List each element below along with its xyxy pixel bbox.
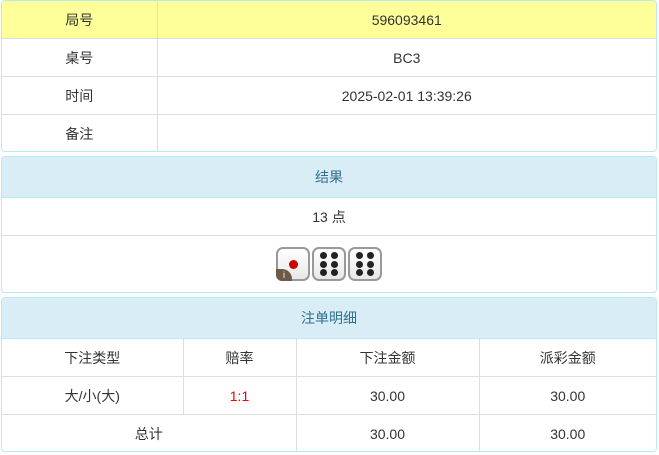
dice-row: i bbox=[2, 235, 656, 292]
die-1-icon: i bbox=[276, 247, 310, 281]
table-row: 桌号 BC3 bbox=[2, 38, 656, 77]
die-pip bbox=[356, 260, 364, 268]
total-amount: 30.00 bbox=[295, 414, 480, 451]
time-value: 2025-02-01 13:39:26 bbox=[156, 76, 656, 115]
die-6-icon bbox=[348, 247, 382, 281]
note-row: 备注 bbox=[2, 114, 656, 151]
die-pip bbox=[356, 252, 364, 260]
die-pip bbox=[320, 268, 328, 276]
die-pip bbox=[330, 252, 338, 260]
die-pip bbox=[366, 260, 374, 268]
die-pip bbox=[330, 268, 338, 276]
table-label: 桌号 bbox=[2, 38, 158, 77]
bet-amount: 30.00 bbox=[295, 376, 480, 415]
die-pip bbox=[330, 260, 338, 268]
header-bet-type: 下注类型 bbox=[2, 339, 184, 377]
die-pip bbox=[288, 259, 298, 269]
result-points: 13 点 bbox=[2, 198, 656, 236]
total-row: 总计 30.00 30.00 bbox=[2, 414, 656, 451]
bet-payout: 30.00 bbox=[478, 376, 656, 415]
bet-odds: 1:1 bbox=[182, 376, 297, 415]
info-icon[interactable]: i bbox=[276, 269, 292, 281]
note-value bbox=[156, 114, 656, 151]
header-odds: 赔率 bbox=[182, 339, 297, 377]
header-payout: 派彩金额 bbox=[478, 339, 656, 377]
header-amount: 下注金额 bbox=[295, 339, 480, 377]
round-value: 596093461 bbox=[156, 1, 656, 39]
die-pip bbox=[366, 268, 374, 276]
table-value: BC3 bbox=[156, 38, 656, 77]
bets-title: 注单明细 bbox=[2, 298, 656, 339]
info-panel: 局号 596093461 桌号 BC3 时间 2025-02-01 13:39:26 … bbox=[1, 0, 657, 152]
die-pip bbox=[366, 252, 374, 260]
die-pip bbox=[320, 252, 328, 260]
note-label: 备注 bbox=[2, 114, 158, 151]
bets-panel: 注单明细 下注类型 赔率 下注金额 派彩金额 大/小(大) 1:1 30.00 … bbox=[1, 297, 657, 452]
round-row: 局号 596093461 bbox=[2, 1, 656, 39]
die-pip bbox=[356, 268, 364, 276]
die-pip bbox=[320, 260, 328, 268]
die-6-icon bbox=[312, 247, 346, 281]
result-panel: 结果 13 点 i bbox=[1, 156, 657, 293]
time-label: 时间 bbox=[2, 76, 158, 115]
round-label: 局号 bbox=[2, 1, 158, 39]
result-title: 结果 bbox=[2, 157, 656, 198]
bet-type: 大/小(大) bbox=[2, 376, 184, 415]
total-payout: 30.00 bbox=[478, 414, 656, 451]
table-row: 大/小(大) 1:1 30.00 30.00 bbox=[2, 376, 656, 415]
total-label: 总计 bbox=[2, 414, 297, 451]
time-row: 时间 2025-02-01 13:39:26 bbox=[2, 76, 656, 115]
bets-header-row: 下注类型 赔率 下注金额 派彩金额 bbox=[2, 339, 656, 377]
